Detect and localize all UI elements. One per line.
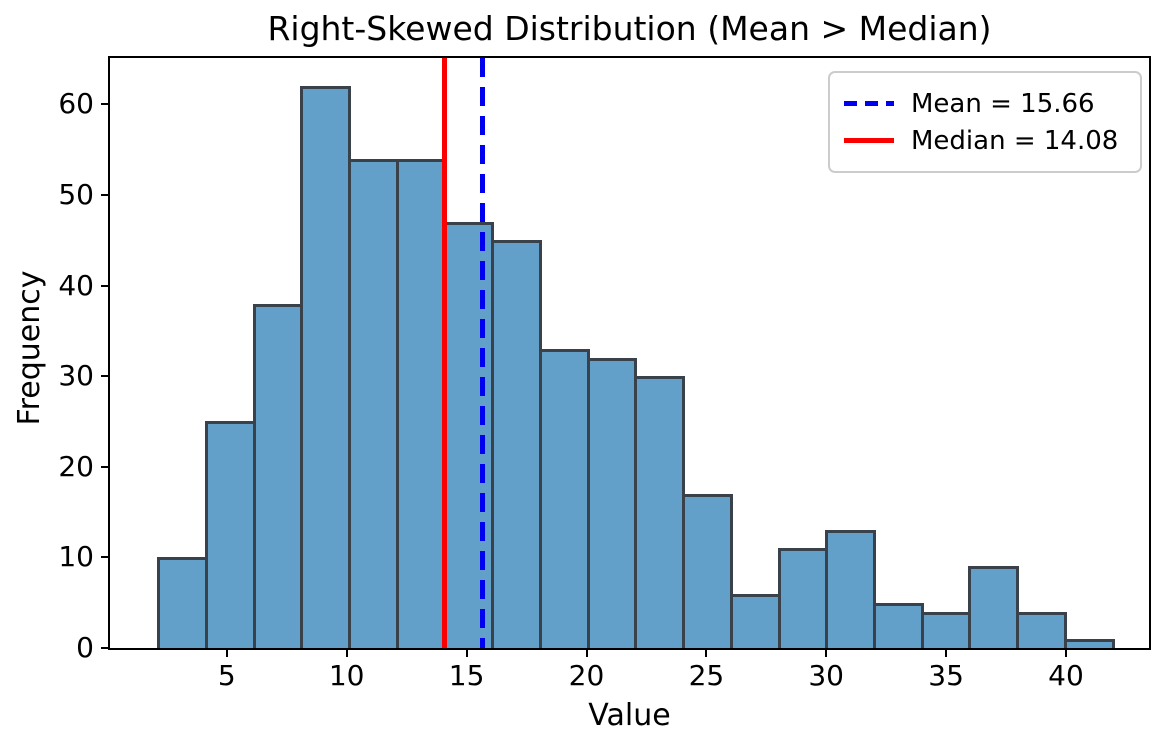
y-tick-label: 10 bbox=[58, 540, 94, 574]
plot-area: Mean = 15.66 Median = 14.08 bbox=[108, 56, 1151, 650]
histogram-bar bbox=[1016, 611, 1067, 648]
histogram-bar bbox=[634, 376, 686, 648]
x-tick-mark bbox=[465, 650, 468, 657]
histogram-bar bbox=[1063, 638, 1115, 648]
histogram-bar bbox=[395, 158, 447, 648]
x-tick-label: 30 bbox=[808, 659, 844, 692]
histogram-bar bbox=[873, 602, 924, 648]
x-tick-mark bbox=[345, 650, 348, 657]
histogram-bar bbox=[205, 421, 256, 648]
histogram-bar bbox=[682, 493, 733, 648]
histogram-bar bbox=[729, 593, 781, 648]
legend: Mean = 15.66 Median = 14.08 bbox=[828, 71, 1142, 173]
legend-label-mean: Mean = 15.66 bbox=[911, 88, 1095, 119]
histogram-bar bbox=[586, 358, 638, 648]
histogram-bar bbox=[920, 611, 972, 648]
x-tick-mark bbox=[225, 650, 228, 657]
x-tick-mark bbox=[585, 650, 588, 657]
x-tick-mark bbox=[945, 650, 948, 657]
x-tick-label: 10 bbox=[328, 659, 365, 692]
median-line-sample bbox=[844, 138, 894, 143]
histogram-bar bbox=[252, 303, 304, 648]
histogram-bar bbox=[539, 348, 590, 648]
y-tick-mark bbox=[101, 556, 108, 559]
median-line bbox=[442, 58, 447, 648]
histogram-bar bbox=[825, 530, 876, 648]
x-tick-label: 40 bbox=[1048, 659, 1084, 692]
y-tick-mark bbox=[101, 465, 108, 468]
y-tick-label: 20 bbox=[58, 449, 94, 483]
histogram-bar bbox=[491, 240, 542, 648]
y-tick-mark bbox=[101, 103, 108, 106]
y-tick-label: 60 bbox=[58, 87, 94, 121]
chart-title: Right-Skewed Distribution (Mean > Median… bbox=[267, 9, 992, 48]
x-tick-label: 20 bbox=[568, 659, 605, 692]
y-tick-mark bbox=[101, 284, 108, 287]
y-tick-label: 40 bbox=[58, 268, 94, 302]
y-tick-mark bbox=[101, 193, 108, 196]
x-tick-label: 15 bbox=[448, 659, 485, 692]
x-tick-mark bbox=[705, 650, 708, 657]
histogram-bar bbox=[348, 158, 399, 648]
histogram-bar bbox=[157, 557, 208, 648]
y-tick-mark bbox=[101, 647, 108, 649]
mean-line bbox=[479, 58, 485, 648]
histogram-bar bbox=[443, 222, 495, 648]
x-tick-label: 5 bbox=[217, 659, 236, 692]
mean-line-sample bbox=[844, 101, 894, 106]
legend-label-median: Median = 14.08 bbox=[911, 125, 1119, 156]
y-tick-label: 0 bbox=[76, 631, 94, 664]
y-tick-mark bbox=[101, 375, 108, 378]
histogram-bar bbox=[777, 548, 829, 648]
y-tick-label: 30 bbox=[58, 359, 94, 393]
x-tick-mark bbox=[825, 650, 828, 657]
legend-row-mean: Mean = 15.66 bbox=[844, 85, 1126, 122]
x-tick-label: 25 bbox=[688, 659, 725, 692]
y-tick-label: 50 bbox=[58, 177, 94, 211]
histogram-bar bbox=[300, 86, 352, 648]
legend-row-median: Median = 14.08 bbox=[844, 122, 1126, 159]
x-axis-label: Value bbox=[588, 698, 671, 733]
x-tick-mark bbox=[1065, 650, 1067, 657]
histogram-bar bbox=[968, 566, 1020, 648]
x-tick-label: 35 bbox=[928, 659, 964, 692]
